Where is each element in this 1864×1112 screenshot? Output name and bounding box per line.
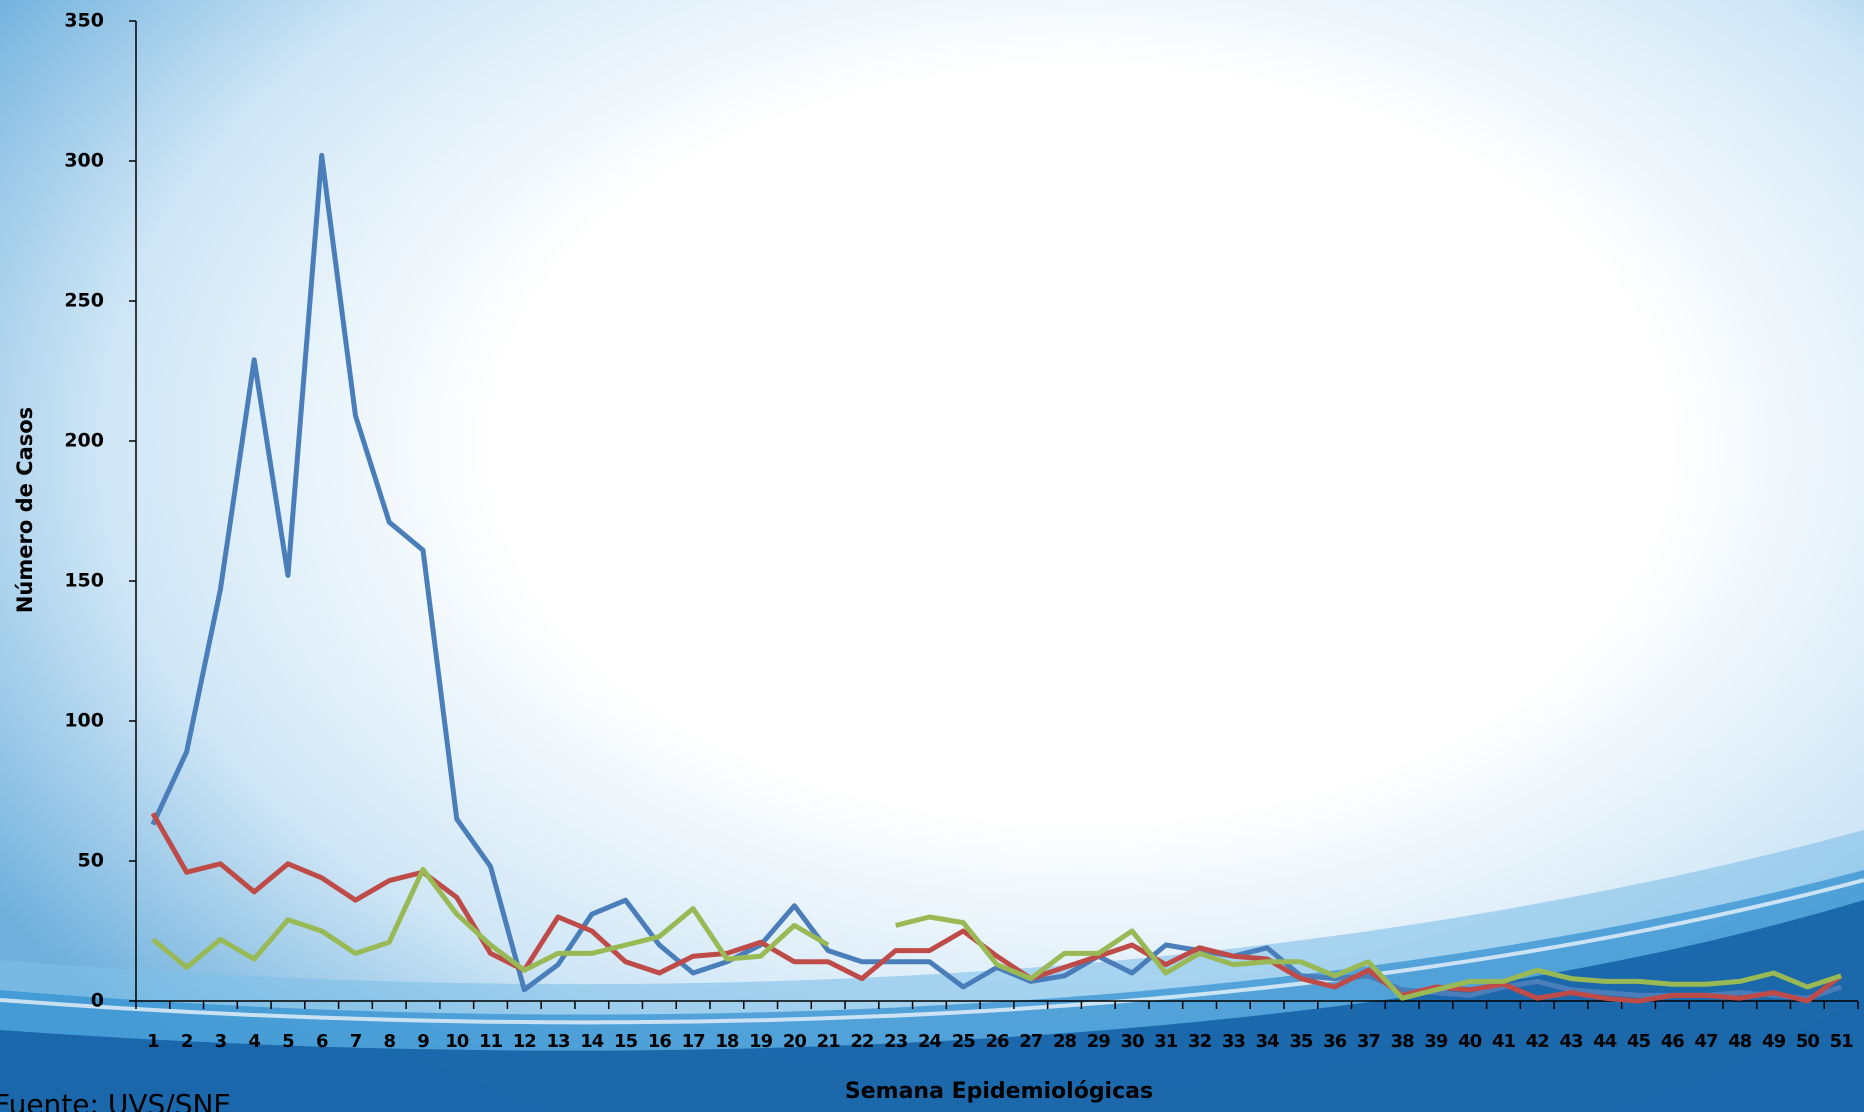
x-tick-label: 1: [147, 1031, 159, 1052]
x-tick-label: 49: [1762, 1031, 1786, 1052]
x-tick-label: 34: [1256, 1031, 1280, 1052]
x-tick-label: 29: [1087, 1031, 1111, 1052]
x-tick-label: 14: [580, 1031, 604, 1052]
x-tick-label: 13: [547, 1031, 571, 1052]
x-tick-label: 31: [1154, 1031, 1178, 1052]
x-tick-label: 11: [479, 1031, 503, 1052]
x-tick-label: 18: [715, 1031, 739, 1052]
x-tick-label: 30: [1121, 1031, 1145, 1052]
source-note: Fuente: UVS/SNE: [0, 1088, 231, 1112]
x-tick-label: 7: [350, 1031, 362, 1052]
x-tick-label: 50: [1796, 1031, 1820, 1052]
x-tick-label: 28: [1053, 1031, 1077, 1052]
x-tick-label: 19: [749, 1031, 773, 1052]
y-tick-label: 100: [64, 710, 104, 732]
y-tick-label: 250: [64, 290, 104, 312]
x-tick-label: 5: [282, 1031, 294, 1052]
x-tick-label: 2: [181, 1031, 193, 1052]
x-tick-label: 35: [1289, 1031, 1313, 1052]
x-tick-label: 8: [383, 1031, 395, 1052]
x-tick-label: 15: [614, 1031, 638, 1052]
x-tick-label: 38: [1391, 1031, 1415, 1052]
x-tick-label: 4: [248, 1031, 260, 1052]
y-tick-label: 200: [64, 430, 104, 452]
x-tick-label: 9: [417, 1031, 429, 1052]
x-tick-label: 45: [1627, 1031, 1651, 1052]
x-tick-label: 3: [215, 1031, 227, 1052]
x-tick-label: 22: [850, 1031, 873, 1052]
x-tick-label: 33: [1222, 1031, 1246, 1052]
x-tick-label: 16: [648, 1031, 672, 1052]
x-tick-label: 42: [1526, 1031, 1549, 1052]
x-tick-label: 20: [783, 1031, 807, 1052]
y-tick-label: 0: [91, 990, 104, 1012]
x-tick-label: 25: [952, 1031, 976, 1052]
x-tick-label: 27: [1019, 1031, 1043, 1052]
x-tick-label: 10: [445, 1031, 469, 1052]
x-tick-label: 48: [1728, 1031, 1752, 1052]
x-tick-label: 24: [918, 1031, 942, 1052]
x-tick-label: 17: [682, 1031, 706, 1052]
y-axis-label: Número de Casos: [13, 407, 37, 613]
x-tick-label: 43: [1559, 1031, 1583, 1052]
x-tick-label: 23: [884, 1031, 908, 1052]
y-tick-label: 150: [64, 570, 104, 592]
x-tick-label: 21: [817, 1031, 841, 1052]
x-tick-label: 26: [985, 1031, 1009, 1052]
x-tick-label: 46: [1661, 1031, 1685, 1052]
x-tick-label: 6: [316, 1031, 328, 1052]
x-tick-label: 51: [1830, 1031, 1854, 1052]
x-tick-label: 47: [1695, 1031, 1719, 1052]
series-line: [151, 866, 1842, 1001]
x-tick-label: 37: [1357, 1031, 1381, 1052]
x-tick-label: 40: [1458, 1031, 1482, 1052]
y-tick-label: 50: [78, 850, 104, 872]
wave-front: [0, 900, 1864, 1112]
x-tick-label: 36: [1323, 1031, 1347, 1052]
series-line: [150, 152, 1842, 1001]
x-tick-label: 32: [1188, 1031, 1211, 1052]
wave-highlight: [0, 878, 1864, 1025]
x-tick-label: 39: [1424, 1031, 1448, 1052]
x-tick-label: 12: [513, 1031, 536, 1052]
y-tick-label: 300: [64, 150, 104, 172]
x-tick-label: 44: [1593, 1031, 1617, 1052]
x-axis-label: Semana Epidemiológicas: [845, 1079, 1153, 1104]
x-tick-label: 41: [1492, 1031, 1516, 1052]
y-tick-label: 350: [64, 10, 104, 32]
